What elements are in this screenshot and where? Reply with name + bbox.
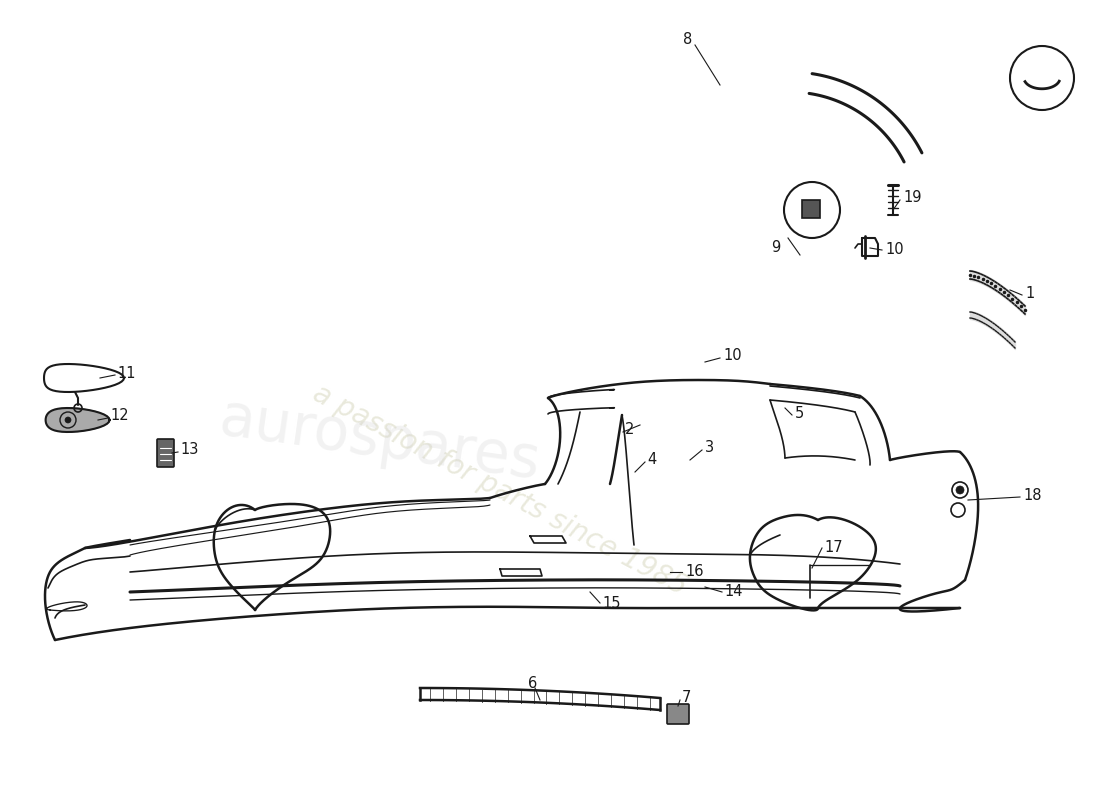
Polygon shape: [44, 364, 124, 392]
Text: 18: 18: [1023, 489, 1042, 503]
Text: 16: 16: [685, 565, 704, 579]
Circle shape: [956, 486, 964, 494]
Text: 6: 6: [528, 677, 538, 691]
Text: 12: 12: [110, 409, 129, 423]
Text: 8: 8: [683, 33, 693, 47]
Text: 2: 2: [625, 422, 635, 438]
Text: a passion for parts since 1985: a passion for parts since 1985: [308, 379, 692, 601]
Polygon shape: [45, 408, 110, 432]
Text: aurospares: aurospares: [216, 390, 544, 490]
Circle shape: [65, 417, 72, 423]
Text: 15: 15: [602, 595, 620, 610]
FancyBboxPatch shape: [667, 704, 689, 724]
Text: 11: 11: [117, 366, 135, 381]
Text: 9: 9: [771, 241, 780, 255]
Text: 5: 5: [795, 406, 804, 421]
Text: 13: 13: [180, 442, 198, 458]
Text: 4: 4: [647, 453, 657, 467]
Text: 14: 14: [724, 585, 743, 599]
Text: 17: 17: [824, 539, 843, 554]
Bar: [802, 200, 820, 218]
FancyBboxPatch shape: [157, 439, 174, 467]
Text: 3: 3: [705, 441, 714, 455]
Text: 7: 7: [682, 690, 692, 706]
Text: 1: 1: [1025, 286, 1034, 301]
Text: 10: 10: [886, 242, 903, 258]
Text: 19: 19: [903, 190, 922, 206]
Text: 10: 10: [723, 349, 741, 363]
